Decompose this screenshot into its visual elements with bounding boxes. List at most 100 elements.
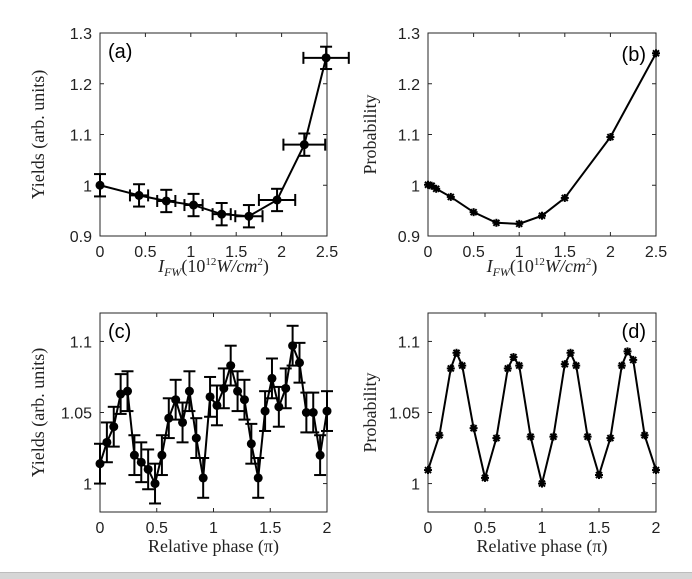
panel-c: 0 0.5 1 1.5 2 1 1.05 1.1 Yields (arb. units) Rela…: [28, 312, 333, 557]
x-tick-label: 0.5: [474, 520, 496, 537]
data-point: [198, 473, 208, 483]
data-point: [572, 361, 581, 370]
data-point: [427, 181, 436, 190]
data-point: [233, 386, 243, 396]
asterisk-stroke: [595, 471, 603, 479]
x-tick-label: 2.5: [316, 244, 338, 261]
asterisk-stroke: [640, 431, 649, 439]
asterisk-stroke: [515, 361, 523, 370]
data-point: [171, 395, 181, 405]
data-point: [150, 479, 160, 489]
panel-label: (a): [108, 41, 132, 63]
asterisk-stroke: [561, 194, 569, 202]
panel-d: 0 0.5 1 1.5 2 1 1.05 1.1 Probability Relative pha…: [360, 312, 661, 557]
data-point: [274, 402, 284, 412]
asterisk-stroke: [606, 133, 615, 141]
data-point: [595, 471, 603, 480]
asterisk-stroke: [538, 211, 546, 220]
data-point: [299, 140, 309, 150]
data-point: [244, 211, 254, 221]
asterisk-stroke: [481, 474, 489, 482]
data-point: [161, 196, 171, 206]
data-point: [617, 361, 626, 370]
data-point: [267, 373, 277, 383]
data-point: [178, 417, 188, 427]
y-tick-label: 1: [411, 477, 420, 494]
x-tick-label: 1.5: [588, 520, 610, 537]
x-axis-label: IFW(1012W/cm2): [157, 256, 269, 279]
x-tick-label: 2: [606, 244, 615, 261]
data-point: [272, 195, 282, 205]
y-tick-label: 1.05: [61, 406, 92, 423]
asterisk-stroke: [447, 364, 455, 373]
data-point: [226, 361, 236, 371]
data-point: [116, 389, 126, 399]
x-axis-label-part: I: [486, 256, 494, 276]
panel-label: (c): [108, 321, 131, 343]
asterisk-stroke: [515, 220, 523, 228]
x-axis-label-part: ): [591, 256, 597, 277]
asterisk-stroke: [469, 424, 478, 432]
x-axis-label-part: 2: [257, 256, 263, 268]
asterisk-stroke: [618, 361, 626, 370]
data-point: [452, 348, 461, 357]
data-point: [469, 424, 478, 433]
x-axis-label: IFW(1012W/cm2): [486, 256, 598, 279]
data-point: [184, 386, 194, 396]
x-tick-label: 0: [96, 244, 105, 261]
asterisk-stroke: [458, 361, 466, 370]
data-point: [549, 432, 558, 441]
asterisk-stroke: [566, 349, 575, 357]
x-tick-label: 0.5: [134, 244, 156, 261]
asterisk-stroke: [427, 182, 436, 190]
x-axis-label-part: W/cm: [216, 256, 257, 276]
axes-box: [99, 32, 328, 237]
asterisk-stroke: [432, 185, 440, 193]
x-tick-label: 1: [538, 520, 547, 537]
x-tick-label: 2: [652, 520, 661, 537]
x-tick-label: 0: [424, 244, 433, 261]
x-axis-label: Relative phase (π): [148, 536, 279, 557]
data-point: [308, 408, 318, 417]
data-point: [492, 218, 501, 227]
data-point: [315, 450, 325, 460]
asterisk-stroke: [623, 347, 632, 356]
series-line: [99, 341, 328, 487]
data-point: [538, 211, 546, 220]
asterisk-stroke: [452, 349, 461, 357]
y-axis-label: Probability: [360, 373, 380, 453]
bottom-bar: [0, 572, 692, 579]
y-tick-label: 1.1: [398, 334, 420, 351]
data-point: [134, 190, 144, 200]
asterisk-stroke: [538, 479, 546, 488]
asterisk-stroke: [572, 361, 580, 370]
panel-b: 0 0.5 1 1.5 2 2.50.911.11.21.3ProbabilityIFW(…: [360, 26, 667, 279]
asterisk-stroke: [526, 432, 535, 441]
asterisk-stroke: [424, 466, 432, 474]
data-point: [652, 49, 660, 58]
data-point: [301, 408, 311, 417]
data-point: [503, 364, 512, 373]
data-point: [95, 459, 105, 469]
y-tick-label: 1.2: [70, 77, 92, 94]
x-tick-label: 1.5: [259, 520, 281, 537]
y-tick-label: 1.1: [398, 128, 420, 145]
data-point: [239, 395, 249, 405]
y-tick-label: 0.9: [398, 229, 420, 246]
x-axis-label-part: 12: [534, 256, 545, 268]
asterisk-stroke: [504, 364, 512, 373]
data-point: [253, 473, 263, 483]
data-point: [102, 437, 112, 447]
data-point: [191, 433, 201, 443]
x-axis-label-part: ): [263, 256, 269, 277]
y-tick-label: 1.3: [398, 26, 420, 43]
x-tick-label: 1.5: [554, 244, 576, 261]
data-point: [560, 193, 569, 202]
y-tick-label: 1: [83, 477, 92, 494]
data-point: [606, 434, 615, 443]
y-axis-label: Probability: [360, 95, 380, 175]
x-tick-label: 0.5: [462, 244, 484, 261]
y-tick-label: 1.3: [70, 26, 92, 43]
asterisk-stroke: [583, 432, 592, 441]
